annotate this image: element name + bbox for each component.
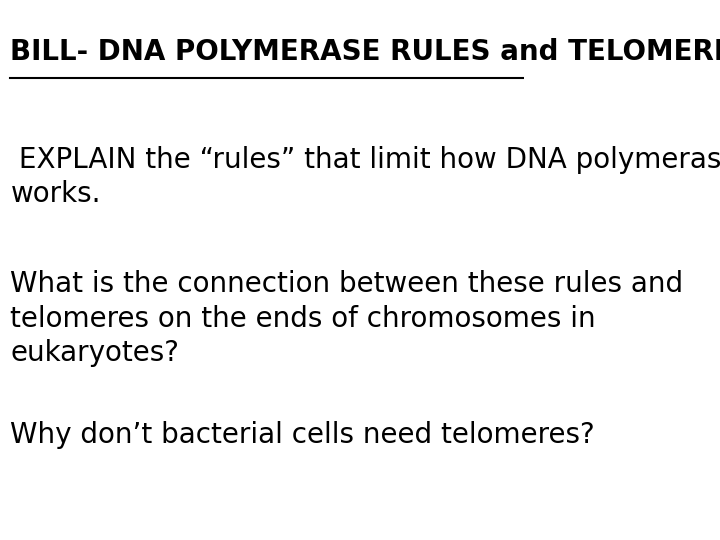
- Text: Why don’t bacterial cells need telomeres?: Why don’t bacterial cells need telomeres…: [11, 421, 595, 449]
- Text: What is the connection between these rules and
telomeres on the ends of chromoso: What is the connection between these rul…: [11, 270, 683, 367]
- Text: BILL- DNA POLYMERASE RULES and TELOMERES: BILL- DNA POLYMERASE RULES and TELOMERES: [11, 38, 720, 66]
- Text: EXPLAIN the “rules” that limit how DNA polymerase
works.: EXPLAIN the “rules” that limit how DNA p…: [11, 146, 720, 208]
